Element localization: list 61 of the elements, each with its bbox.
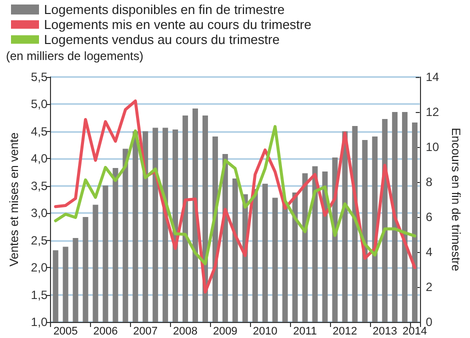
bar (232, 178, 238, 322)
y-tick-label: 3,0 (30, 206, 48, 220)
bar (62, 246, 68, 322)
line-series (54, 99, 416, 294)
bar (132, 131, 138, 322)
x-tick-label: 2006 (93, 326, 118, 338)
y2-tick-label: 2 (426, 280, 433, 294)
bar (282, 203, 288, 322)
bar (102, 186, 108, 322)
bar (392, 112, 398, 322)
bar (252, 189, 258, 322)
x-tick-label: 2011 (293, 326, 317, 338)
text: (en milliers de logements) (6, 49, 144, 63)
bar (142, 131, 148, 322)
bar (182, 116, 188, 322)
bar (412, 122, 418, 322)
y2-axis-title: Encours en fin de trimestre (449, 128, 463, 272)
y2-tick-label: 6 (426, 210, 433, 224)
y-tick-label: 2,0 (30, 260, 48, 275)
bar (192, 108, 198, 322)
x-tick-label: 2008 (173, 326, 198, 338)
legend-label: Logements vendus au cours du trimestre (44, 32, 280, 47)
y-tick-label: 1,5 (30, 288, 48, 302)
x-tick-label: 2014 (402, 326, 428, 338)
y-tick-label: 4,5 (30, 124, 48, 138)
bar (92, 204, 98, 322)
bar (362, 140, 368, 322)
bar (112, 168, 118, 322)
bar (52, 250, 58, 322)
x-tick-label: 2010 (252, 326, 278, 338)
y-axis-title: Ventes et mises en vente (7, 132, 21, 267)
bar (172, 130, 178, 322)
y2-tick-label: 4 (426, 245, 433, 259)
y2-tick-label: 0 (426, 315, 433, 329)
y-tick-label: 1,0 (30, 315, 48, 329)
y2-tick-label: 8 (426, 175, 433, 189)
bar (82, 217, 88, 322)
bar (302, 173, 308, 322)
y-tick-label: 3,5 (30, 178, 48, 193)
x-tick-label: 2009 (212, 326, 238, 338)
y-tick-label: 4,0 (30, 152, 48, 166)
bar (292, 192, 298, 322)
line-series (54, 125, 416, 266)
bar (402, 112, 408, 322)
y-tick-label: 2,5 (30, 233, 48, 248)
bar (272, 198, 278, 322)
x-tick-label: 2005 (53, 326, 78, 338)
x-tick-label: 2007 (133, 326, 158, 338)
bar (72, 238, 78, 322)
y-tick-label: 5,5 (30, 70, 48, 84)
x-tick-label: 2013 (372, 326, 398, 338)
legend-label: Logements mis en vente au cours du trimestre (44, 17, 312, 32)
y2-tick-label: 14 (426, 70, 440, 84)
y-tick-label: 5,0 (30, 97, 48, 112)
x-tick-label: 2012 (332, 326, 358, 338)
y2-tick-label: 10 (426, 140, 440, 154)
bar (262, 184, 268, 322)
legend-label: Logements disponibles en fin de trimestre (44, 2, 285, 17)
bar (152, 128, 158, 322)
y2-tick-label: 12 (426, 105, 440, 119)
bar (122, 148, 128, 322)
